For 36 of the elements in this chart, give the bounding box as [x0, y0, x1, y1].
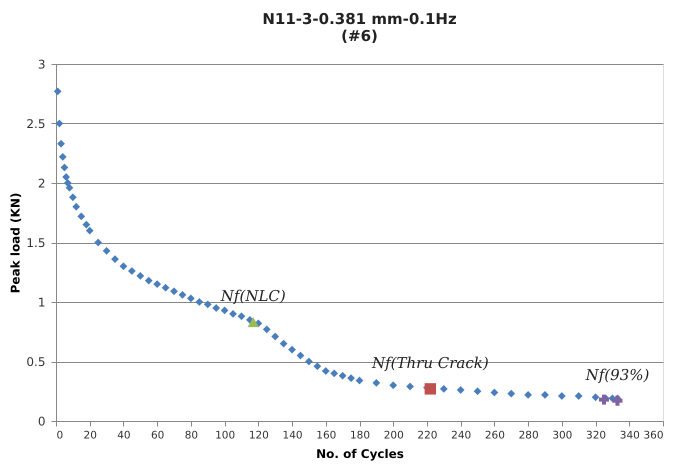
x-tick-label: 60: [150, 430, 164, 442]
x-tick-label: 260: [484, 430, 505, 442]
x-tick-label: 300: [552, 430, 572, 442]
x-tick-label: 40: [117, 430, 131, 442]
point: [424, 383, 436, 395]
y-tick-label: 1: [38, 296, 46, 310]
x-tick-label: 100: [215, 430, 236, 442]
x-tick-label: 280: [518, 430, 539, 442]
x-axis-title: No. of Cycles: [316, 447, 404, 461]
annotation: Nf(Thru Crack): [370, 354, 489, 372]
annotation: Nf(93%): [584, 366, 650, 384]
y-axis-title: Peak load (KN): [8, 192, 22, 294]
x-tick-label: 360: [643, 430, 664, 442]
point: [612, 396, 622, 406]
x-tick-label: 0: [56, 430, 64, 442]
x-tick-label: 140: [282, 430, 303, 442]
chart-title: N11-3-0.381 mm-0.1Hz (#6): [262, 10, 457, 45]
x-tick-label: 120: [248, 430, 269, 442]
x-tick-label: 80: [184, 430, 198, 442]
x-tick-label: 160: [316, 430, 336, 442]
annotation: Nf(NLC): [220, 287, 286, 306]
x-tick-label: 340: [620, 430, 640, 442]
point: [248, 317, 259, 328]
y-tick-label: 3: [38, 58, 46, 72]
y-tick-label: 1.5: [26, 236, 46, 250]
y-tick-label: 0: [38, 414, 46, 428]
y-tick-label: 2: [38, 176, 46, 190]
point: [598, 394, 609, 405]
x-tick-label: 180: [350, 430, 370, 442]
x-tick-label: 240: [451, 430, 472, 442]
x-tick-label: 220: [417, 430, 438, 442]
y-tick-label: 2.5: [26, 117, 46, 131]
y-tick-label: 0.5: [26, 355, 46, 369]
x-tick-label: 200: [384, 430, 404, 442]
x-tick-label: 320: [586, 430, 606, 442]
x-tick-label: 20: [84, 430, 97, 442]
